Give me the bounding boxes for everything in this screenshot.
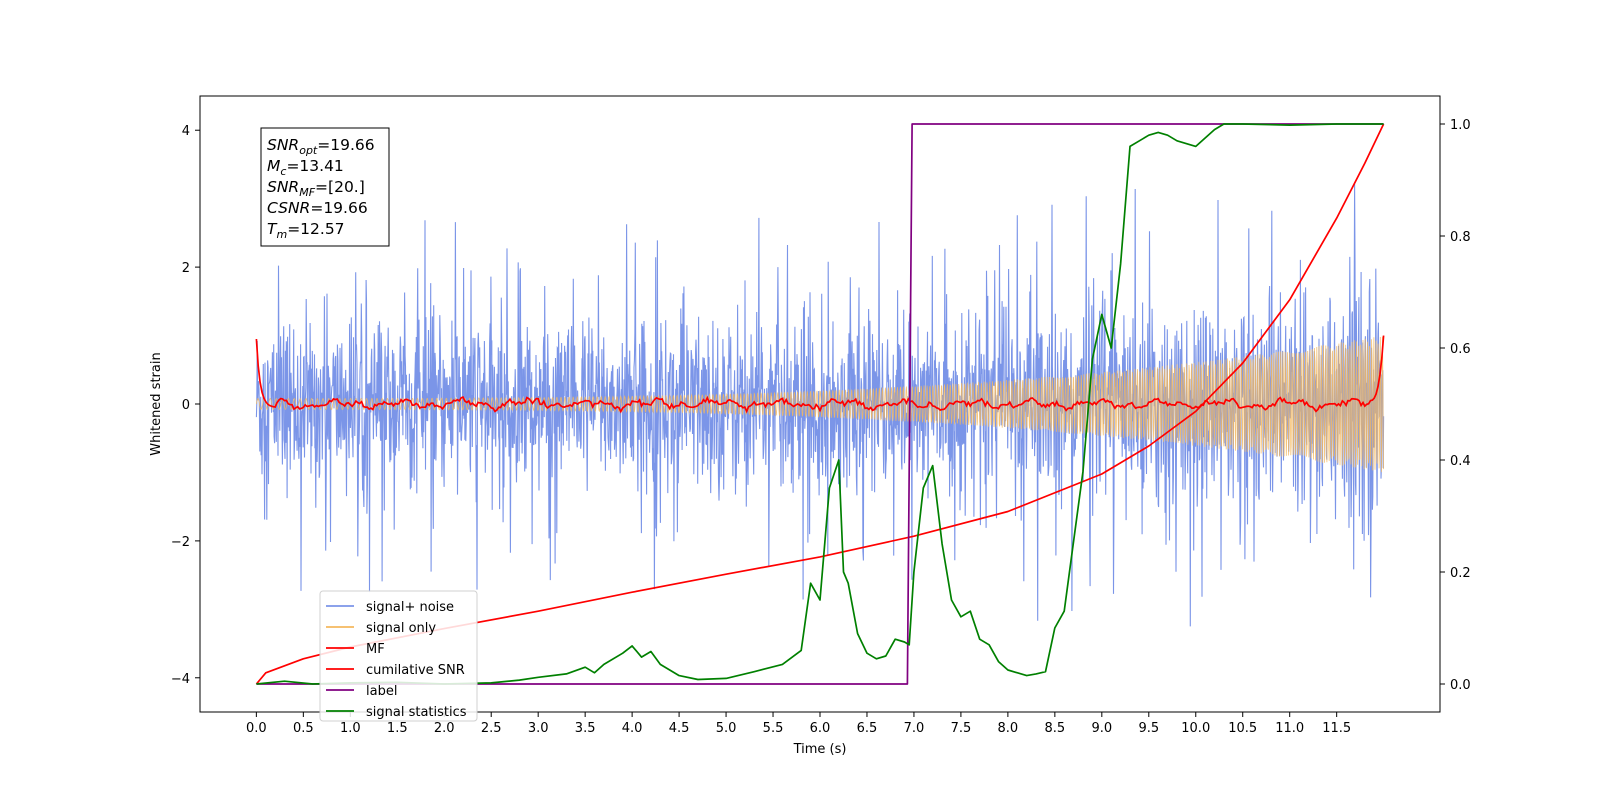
x-tick-label: 11.0 <box>1275 721 1304 736</box>
x-tick-label: 2.5 <box>481 721 502 736</box>
x-tick-label: 8.0 <box>998 721 1019 736</box>
x-tick-label: 3.5 <box>575 721 596 736</box>
annotation-line: CSNR=19.66 <box>267 199 368 217</box>
annotation-line: Tm=12.57 <box>267 220 345 241</box>
y2-tick-label: 1.0 <box>1450 118 1471 133</box>
signal-statistics-line <box>256 123 1384 685</box>
y-tick-label: −2 <box>171 535 190 550</box>
x-tick-label: 9.0 <box>1091 721 1112 736</box>
y2-axis-ticks: 0.0 0.2 0.4 0.6 0.8 1.0 <box>1440 118 1471 693</box>
legend-label: signal+ noise <box>366 600 454 615</box>
x-tick-label: 7.5 <box>951 721 972 736</box>
y2-tick-label: 0.4 <box>1450 454 1471 469</box>
legend-label: cumilative SNR <box>366 663 465 678</box>
x-axis-ticks: 0.0 0.5 1.0 1.5 2.0 2.5 3.0 3.5 4.0 4.5 5.0 5.5 6.0 6… <box>246 712 1351 736</box>
x-tick-label: 0.5 <box>293 721 314 736</box>
y-tick-label: −4 <box>171 672 190 687</box>
signal-only-series <box>256 336 1384 473</box>
x-tick-label: 4.5 <box>669 721 690 736</box>
legend-item: MF <box>326 642 385 657</box>
annotation-frame <box>260 127 390 247</box>
label-line <box>256 123 1384 685</box>
x-axis-label: Time (s) <box>793 742 847 757</box>
y-axis-ticks: −4 −2 0 2 4 <box>171 124 200 687</box>
legend-label: signal only <box>366 621 436 636</box>
mf-line <box>255 335 1385 414</box>
x-tick-label: 5.0 <box>716 721 737 736</box>
y2-tick-label: 0.8 <box>1450 230 1471 245</box>
annotation-line: SNRopt=19.66 <box>267 136 375 157</box>
legend-item: signal statistics <box>326 705 467 720</box>
x-tick-label: 1.5 <box>387 721 408 736</box>
annotation-line: Mc=13.41 <box>267 157 344 178</box>
legend-label: label <box>366 684 397 699</box>
legend-item: label <box>326 684 397 699</box>
x-tick-label: 4.0 <box>622 721 643 736</box>
annotation-line: SNRMF=[20.] <box>267 178 365 199</box>
x-tick-label: 7.0 <box>904 721 925 736</box>
y-axis-label: Whitened strain <box>149 352 164 455</box>
y-tick-label: 4 <box>182 124 190 139</box>
legend-frame <box>319 590 478 722</box>
y2-tick-label: 0.6 <box>1450 342 1471 357</box>
x-tick-label: 3.0 <box>528 721 549 736</box>
signal-only-line <box>256 336 1384 473</box>
x-tick-label: 9.5 <box>1138 721 1159 736</box>
x-tick-label: 6.5 <box>857 721 878 736</box>
legend-item: signal only <box>326 621 436 636</box>
legend-item: signal+ noise <box>326 600 454 615</box>
legend-item: cumilative SNR <box>326 663 465 678</box>
y2-tick-label: 0.0 <box>1450 678 1471 693</box>
x-tick-label: 0.0 <box>246 721 267 736</box>
y-tick-label: 0 <box>182 398 190 413</box>
legend: signal+ noise signal only MF cumilative SNR… <box>319 590 478 722</box>
annotation-box: SNRopt=19.66Mc=13.41SNRMF=[20.]CSNR=19.6… <box>260 127 390 247</box>
y2-tick-label: 0.2 <box>1450 566 1471 581</box>
x-tick-label: 10.0 <box>1181 721 1210 736</box>
y-tick-label: 2 <box>182 261 190 276</box>
x-tick-label: 5.5 <box>763 721 784 736</box>
x-tick-label: 11.5 <box>1322 721 1351 736</box>
x-tick-label: 10.5 <box>1228 721 1257 736</box>
x-tick-label: 1.0 <box>340 721 361 736</box>
legend-label: signal statistics <box>366 705 467 720</box>
x-tick-label: 6.0 <box>810 721 831 736</box>
x-tick-label: 2.0 <box>434 721 455 736</box>
x-tick-label: 8.5 <box>1045 721 1066 736</box>
legend-label: MF <box>366 642 385 657</box>
